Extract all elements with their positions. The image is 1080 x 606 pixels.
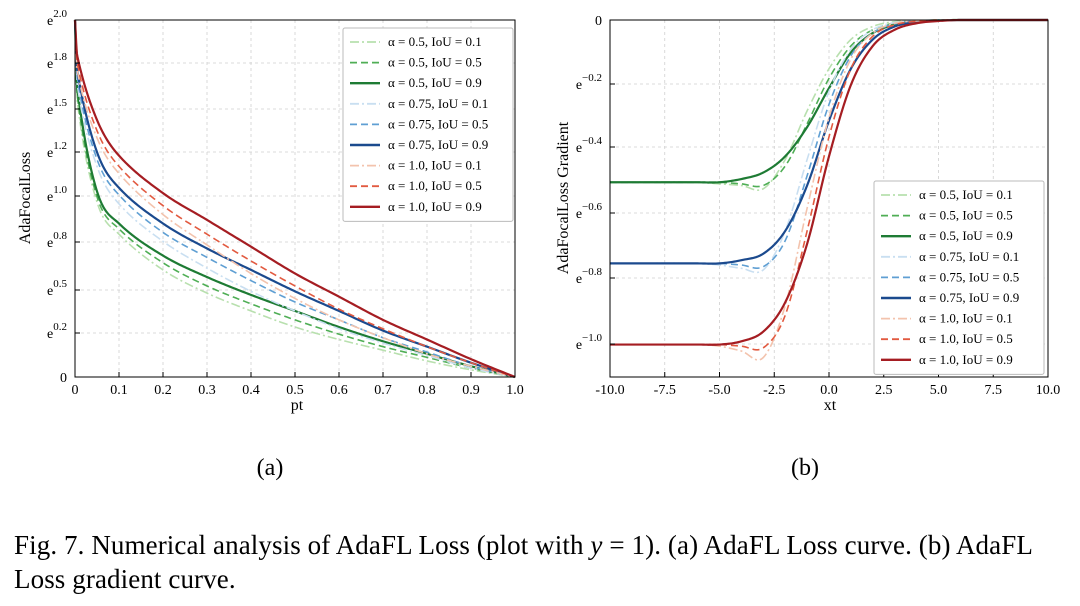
- panel-a-ticks: 0 0.1 0.2 0.3 0.4 0.5 0.6 0.7 0.8 0.9 1.0 0 e0.2 e0.5…: [47, 8, 524, 398]
- panel-b-legend-label: α = 1.0, IoU = 0.9: [919, 352, 1013, 367]
- panel-b-legend-label: α = 0.75, IoU = 0.5: [919, 269, 1019, 284]
- panel-b-gradient-chart: -10.0 -7.5 -5.0 -2.5 0.0 2.5 5.0 7.5 10.0 0 e−0.2 e…: [555, 14, 1060, 481]
- panel-a-series-line: [73, 19, 516, 379]
- panel-b-x-tick-label: 10.0: [1036, 383, 1061, 398]
- panel-b-y-tick-label: e−0.2: [576, 72, 602, 93]
- panel-a-x-tick-label: 0.1: [110, 383, 128, 398]
- panel-a-x-tick-label: 0.7: [374, 383, 392, 398]
- panel-a-legend-box: [342, 27, 514, 222]
- panel-b-legend-label: α = 1.0, IoU = 0.5: [919, 331, 1013, 346]
- panel-a-y-tick-label: e0.2: [47, 321, 67, 342]
- panel-a-legend: α = 0.5, IoU = 0.1 α = 0.5, IoU = 0.5 α = …: [342, 27, 514, 222]
- panel-a-series-line: [73, 19, 516, 379]
- panel-a-legend-label: α = 0.75, IoU = 0.5: [388, 116, 488, 131]
- figure-caption: Fig. 7. Numerical analysis of AdaFL Loss…: [14, 528, 1074, 596]
- panel-a-x-tick-label: 0.9: [462, 383, 480, 398]
- panel-a-y-tick-label: e1.5: [47, 97, 67, 118]
- panel-b-legend-label: α = 0.75, IoU = 0.9: [919, 290, 1019, 305]
- panel-b-legend: α = 0.5, IoU = 0.1 α = 0.5, IoU = 0.5 α = …: [873, 180, 1045, 375]
- panel-a-x-tick-label: 0.3: [198, 383, 216, 398]
- panel-a-x-tick-label: 0.5: [286, 383, 304, 398]
- panel-a-y-tick-label: 0: [60, 371, 67, 386]
- panel-a-y-tick-label: e0.5: [47, 278, 67, 299]
- panel-a-x-axis-label: pt: [291, 397, 304, 414]
- panel-a-series-line: [74, 19, 516, 378]
- panel-a-x-tick-label: 0.2: [154, 383, 172, 398]
- panel-a-y-tick-label: e1.2: [47, 140, 67, 161]
- panel-a-series-line: [74, 19, 516, 378]
- panel-a-legend-label: α = 0.75, IoU = 0.1: [388, 96, 488, 111]
- panel-b-x-tick-label: -7.5: [654, 383, 676, 398]
- panel-b-x-axis-label: xt: [824, 397, 837, 414]
- figure-canvas: 0 0.1 0.2 0.3 0.4 0.5 0.6 0.7 0.8 0.9 1.0 0 e0.2 e0.5…: [17, 8, 1060, 481]
- panel-b-x-tick-label: -10.0: [595, 383, 624, 398]
- panel-b-sublabel: (b): [791, 455, 819, 481]
- panel-a-series-line: [74, 19, 516, 378]
- panel-b-y-tick-label: e−0.4: [576, 135, 603, 156]
- panel-a-y-tick-label: e1.8: [47, 51, 67, 72]
- panel-b-x-tick-label: 0.0: [820, 383, 838, 398]
- panel-b-x-tick-label: 7.5: [985, 383, 1003, 398]
- panel-b-legend-label: α = 0.75, IoU = 0.1: [919, 249, 1019, 264]
- panel-a-legend-label: α = 0.5, IoU = 0.1: [388, 34, 482, 49]
- panel-b-legend-label: α = 1.0, IoU = 0.1: [919, 311, 1013, 326]
- panel-a-x-tick-label: 0.6: [330, 383, 348, 398]
- panel-a-x-tick-label: 0.8: [418, 383, 436, 398]
- panel-b-legend-label: α = 0.5, IoU = 0.9: [919, 228, 1013, 243]
- panel-b-y-tick-label: e−1.0: [576, 332, 603, 353]
- panel-a-legend-label: α = 1.0, IoU = 0.9: [388, 199, 482, 214]
- caption-prefix: Fig. 7. Numerical analysis of AdaFL Loss…: [14, 530, 591, 560]
- panel-a-x-tick-label: 0: [72, 383, 79, 398]
- panel-a-y-axis-label: AdaFocalLoss: [17, 152, 34, 244]
- panel-a-legend-label: α = 1.0, IoU = 0.1: [388, 158, 482, 173]
- caption-suffix: = 1). (a) AdaFL Loss curve. (b) AdaFL Lo…: [14, 530, 1032, 594]
- panel-a-legend-label: α = 1.0, IoU = 0.5: [388, 178, 482, 193]
- panel-a-series-line: [74, 19, 516, 378]
- panel-b-legend-label: α = 0.5, IoU = 0.5: [919, 208, 1013, 223]
- panel-a-series-line: [73, 19, 516, 379]
- panel-a-y-tick-label: e0.8: [47, 230, 67, 251]
- panel-b-ticks: -10.0 -7.5 -5.0 -2.5 0.0 2.5 5.0 7.5 10.0 0 e−0.2 e…: [576, 14, 1060, 398]
- panel-b-y-tick-label: e−0.8: [576, 266, 603, 287]
- panel-b-x-tick-label: -5.0: [708, 383, 730, 398]
- panel-b-x-tick-label: 5.0: [930, 383, 948, 398]
- panel-b-legend-box: [873, 180, 1045, 375]
- panel-a-legend-label: α = 0.75, IoU = 0.9: [388, 137, 488, 152]
- panel-a-legend-label: α = 0.5, IoU = 0.5: [388, 55, 482, 70]
- panel-a-loss-chart: 0 0.1 0.2 0.3 0.4 0.5 0.6 0.7 0.8 0.9 1.0 0 e0.2 e0.5…: [17, 8, 524, 481]
- panel-a-series-line: [74, 19, 516, 378]
- panel-b-y-tick-label: 0: [595, 14, 602, 29]
- caption-variable: y: [590, 530, 603, 560]
- panel-a-legend-label: α = 0.5, IoU = 0.9: [388, 75, 482, 90]
- panel-b-x-tick-label: 2.5: [875, 383, 893, 398]
- panel-a-series-line: [74, 19, 516, 378]
- panel-a-y-tick-label: e2.0: [47, 8, 67, 29]
- panel-b-x-tick-label: -2.5: [763, 383, 785, 398]
- panel-a-series-lines: [73, 19, 516, 379]
- panel-a-x-tick-label: 0.4: [242, 383, 260, 398]
- panel-a-y-tick-label: e1.0: [47, 184, 67, 205]
- panel-a-sublabel: (a): [257, 455, 284, 481]
- panel-b-y-axis-label: AdaFocalLoss Gradient: [555, 121, 572, 274]
- panel-b-legend-label: α = 0.5, IoU = 0.1: [919, 187, 1013, 202]
- panel-b-y-tick-label: e−0.6: [576, 201, 603, 222]
- panel-a-x-tick-label: 1.0: [506, 383, 524, 398]
